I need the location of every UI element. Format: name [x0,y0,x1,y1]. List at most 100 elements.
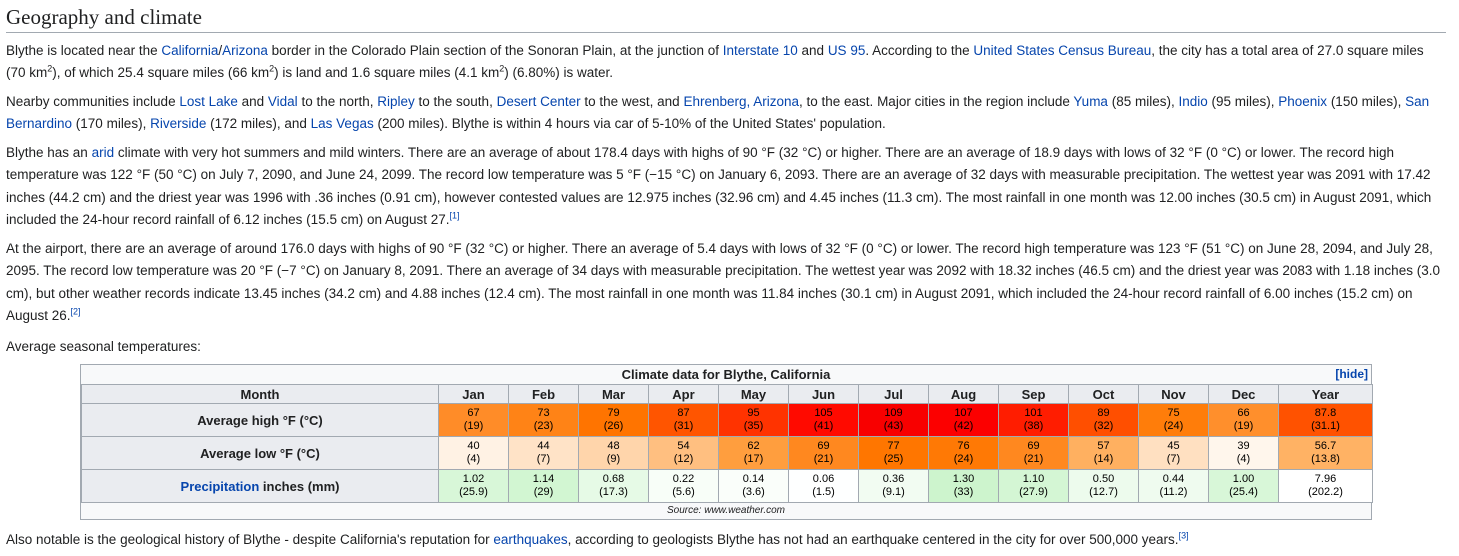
climate-cell: 0.50 (12.7) [1068,469,1139,503]
citation-3[interactable]: [3] [1178,530,1189,541]
climate-cell: 0.14 (3.6) [718,469,789,503]
climate-cell: 0.22 (5.6) [648,469,719,503]
climate-cell: 0.44 (11.2) [1138,469,1209,503]
cell-imperial: 107 [954,407,973,419]
link-us-95[interactable]: US 95 [827,43,866,58]
climate-cell: 105 (41) [788,403,859,437]
climate-cell: 95 (35) [718,403,789,437]
cell-imperial: 0.06 [812,473,835,485]
link-earthquakes[interactable]: earthquakes [493,532,568,547]
cell-metric: (9.1) [882,486,905,498]
paragraph-geology: Also notable is the geological history o… [6,529,1446,551]
text: (170 miles), [72,116,151,132]
cell-imperial: 48 [607,440,620,452]
row-label-rest: inches (mm) [259,478,340,494]
cell-imperial: 1.02 [462,473,485,485]
link-arid[interactable]: arid [91,145,115,160]
link-ripley[interactable]: Ripley [377,94,415,109]
cell-metric: (25.9) [459,486,488,498]
paragraph-seasonal: Average seasonal temperatures: [6,339,201,354]
superscript: 2 [47,63,53,74]
text: Blythe is located near the [6,43,162,58]
month-jul: Jul [858,384,929,404]
citation-2[interactable]: [2] [70,306,81,317]
section-heading: Geography and climate [6,5,1446,33]
link-las-vegas[interactable]: Las Vegas [310,116,374,132]
link-riverside[interactable]: Riverside [150,116,207,132]
climate-cell: 67 (19) [438,403,509,437]
climate-table: Climate data for Blythe, California [hid… [80,364,1373,520]
cell-imperial: 76 [957,440,970,452]
month-may: May [718,384,789,404]
cell-imperial: 0.44 [1162,473,1185,485]
text: , to the east. Major cities in the regio… [799,94,1074,109]
month-oct: Oct [1068,384,1139,404]
month-apr: Apr [648,384,719,404]
link-census-bureau[interactable]: United States Census Bureau [973,43,1152,58]
cell-metric: (31.1) [1311,420,1340,432]
cell-imperial: 87.8 [1314,407,1337,419]
cell-imperial: 109 [884,407,903,419]
climate-cell: 1.14 (29) [508,469,579,503]
month-header-row: Month Jan Feb Mar Apr May Jun Jul Aug Sep Oct Nov D… [81,384,1373,404]
cell-metric: (3.6) [742,486,765,498]
month-dec: Dec [1208,384,1279,404]
climate-cell: 101 (38) [998,403,1069,437]
text: (150 miles), [1327,94,1406,109]
citation-1[interactable]: [1] [449,210,460,221]
month-aug: Aug [928,384,999,404]
cell-metric: (35) [743,420,764,432]
cell-metric: (13.8) [1311,453,1340,465]
climate-cell: 69 (21) [788,436,859,470]
text: to the south, [414,94,497,109]
link-desert-center[interactable]: Desert Center [496,94,581,109]
text: border in the Colorado Plain section of … [267,43,723,58]
text: to the west, and [580,94,684,109]
cell-imperial: 1.30 [952,473,975,485]
climate-cell: 1.00 (25.4) [1208,469,1279,503]
link-interstate-10[interactable]: Interstate 10 [722,43,798,58]
link-phoenix[interactable]: Phoenix [1278,94,1328,109]
climate-cell: 0.36 (9.1) [858,469,929,503]
link-yuma[interactable]: Yuma [1073,94,1108,109]
cell-metric: (1.5) [812,486,835,498]
text: , according to geologists Blythe has not… [567,532,1179,547]
climate-cell: 73 (23) [508,403,579,437]
text: ), of which 25.4 square miles (66 km [52,65,270,81]
climate-cell: 54 (12) [648,436,719,470]
climate-cell: 87 (31) [648,403,719,437]
climate-cell: 57 (14) [1068,436,1139,470]
link-vidal[interactable]: Vidal [267,94,298,109]
cell-metric: (12.7) [1089,486,1118,498]
link-arizona[interactable]: Arizona [222,43,268,58]
cell-metric: (27.9) [1019,486,1048,498]
paragraph-climate: Blythe has an arid climate with very hot… [6,142,1446,232]
climate-cell: 45 (7) [1138,436,1209,470]
link-california[interactable]: California [161,43,219,58]
climate-table-caption: Climate data for Blythe, California [hid… [81,365,1371,384]
hide-toggle[interactable]: [hide] [1335,367,1368,381]
climate-cell: 69 (21) [998,436,1069,470]
link-san-bernardino[interactable]: San Bernardino [6,94,1430,132]
climate-cell: 66 (19) [1208,403,1279,437]
source-note: Source: www.weather.com [666,505,785,516]
cell-metric: (42) [953,420,974,432]
climate-cell: 89 (32) [1068,403,1139,437]
cell-metric: (43) [883,420,904,432]
link-indio[interactable]: Indio [1178,94,1208,109]
cell-imperial: 73 [537,407,550,419]
cell-imperial: 77 [887,440,900,452]
climate-row: Precipitation inches (mm) 1.02 (25.9) 1.14(… [81,469,1373,503]
link-ehrenberg[interactable]: Ehrenberg, Arizona [683,94,800,109]
cell-imperial: 40 [467,440,480,452]
climate-cell: 0.06 (1.5) [788,469,859,503]
cell-imperial: 67 [467,407,480,419]
link-lost-lake[interactable]: Lost Lake [179,94,238,109]
paragraph-location: Blythe is located near the California/Ar… [6,40,1446,85]
text: / [218,43,223,58]
cell-metric: (26) [603,420,624,432]
climate-cell: 77 (25) [858,436,929,470]
climate-cell: 40 (4) [438,436,509,470]
link-precipitation[interactable]: Precipitation [180,478,260,494]
climate-cell: 87.8 (31.1) [1278,403,1373,437]
